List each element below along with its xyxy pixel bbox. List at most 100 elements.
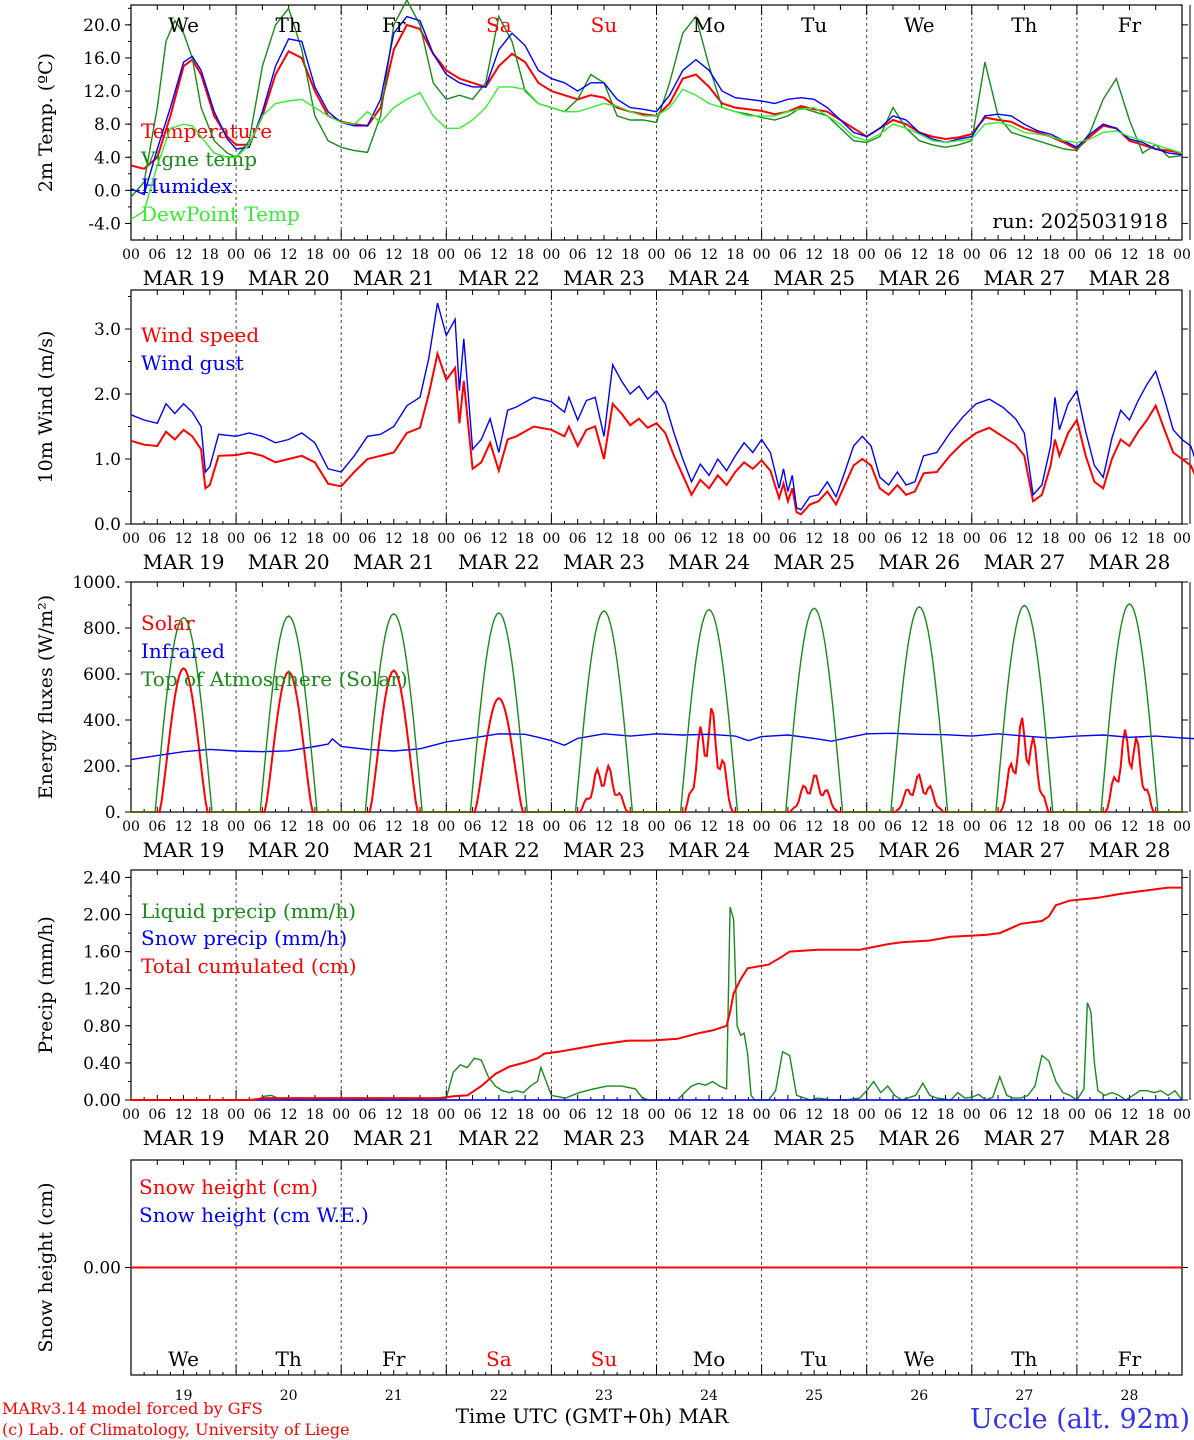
x-date-label: MAR 25 bbox=[773, 838, 855, 862]
x-hour-label: 18 bbox=[621, 531, 639, 547]
x-hour-label: 12 bbox=[175, 247, 193, 263]
x-hour-label: 06 bbox=[148, 247, 166, 263]
legend-entry: Snow height (cm W.E.) bbox=[139, 1203, 369, 1227]
weekday-label: We bbox=[904, 1347, 935, 1371]
x-hour-label: 06 bbox=[148, 1107, 166, 1123]
x-hour-label: 18 bbox=[937, 1107, 955, 1123]
y-axis-label: Precip (mm/h) bbox=[35, 916, 57, 1054]
x-hour-label: 00 bbox=[227, 531, 245, 547]
x-hour-label: 12 bbox=[910, 531, 928, 547]
x-hour-label: 12 bbox=[595, 819, 613, 835]
x-date-label: MAR 24 bbox=[668, 1126, 750, 1150]
legend-entry: Humidex bbox=[141, 174, 233, 198]
x-hour-label: 12 bbox=[175, 1107, 193, 1123]
x-date-label: MAR 21 bbox=[353, 266, 435, 290]
x-hour-label: 12 bbox=[280, 247, 298, 263]
x-hour-label: 06 bbox=[569, 1107, 587, 1123]
x-hour-label: 12 bbox=[700, 531, 718, 547]
weekday-label: Tu bbox=[801, 1347, 827, 1371]
y-tick-label: 4.0 bbox=[94, 148, 121, 168]
x-date-label: MAR 20 bbox=[248, 838, 330, 862]
x-hour-label: 18 bbox=[516, 819, 534, 835]
x-hour-label: 12 bbox=[910, 247, 928, 263]
x-hour-label: 06 bbox=[359, 247, 377, 263]
x-hour-label: 18 bbox=[621, 819, 639, 835]
legend-entry: Snow precip (mm/h) bbox=[141, 926, 347, 950]
x-hour-label: 12 bbox=[1015, 1107, 1033, 1123]
weekday-label: Mo bbox=[693, 1347, 726, 1371]
x-hour-label: 18 bbox=[201, 247, 219, 263]
y-axis-label: 2m Temp. (ºC) bbox=[35, 53, 57, 192]
x-date-label: MAR 19 bbox=[143, 1126, 225, 1150]
x-hour-label: 00 bbox=[753, 531, 771, 547]
day-number-label: 27 bbox=[1015, 1388, 1033, 1404]
x-hour-label: 18 bbox=[1147, 247, 1165, 263]
x-date-label: MAR 26 bbox=[878, 550, 960, 574]
y-tick-label: 0.00 bbox=[83, 1259, 121, 1279]
x-hour-label: 00 bbox=[227, 247, 245, 263]
y-tick-label: 600. bbox=[83, 665, 121, 685]
x-hour-label: 06 bbox=[464, 531, 482, 547]
x-hour-label: 12 bbox=[1121, 1107, 1139, 1123]
series-line bbox=[131, 886, 1182, 1101]
x-hour-label: 06 bbox=[674, 247, 692, 263]
x-hour-label: 00 bbox=[753, 247, 771, 263]
x-hour-label: 18 bbox=[832, 531, 850, 547]
y-tick-label: 0.0 bbox=[94, 515, 121, 535]
weekday-label: Th bbox=[1011, 13, 1037, 37]
x-hour-label: 18 bbox=[1042, 531, 1060, 547]
x-hour-label: 12 bbox=[1121, 819, 1139, 835]
x-hour-label: 06 bbox=[674, 531, 692, 547]
y-tick-label: 0.40 bbox=[83, 1054, 121, 1074]
x-date-label: MAR 26 bbox=[878, 266, 960, 290]
weekday-label: Th bbox=[276, 13, 302, 37]
x-date-label: MAR 24 bbox=[668, 550, 750, 574]
x-hour-label: 18 bbox=[516, 531, 534, 547]
x-hour-label: 06 bbox=[569, 247, 587, 263]
x-hour-label: 18 bbox=[516, 247, 534, 263]
y-tick-label: 8.0 bbox=[94, 115, 121, 135]
x-hour-label: 00 bbox=[437, 819, 455, 835]
x-hour-label: 12 bbox=[490, 819, 508, 835]
weekday-label: Fr bbox=[1118, 1347, 1142, 1371]
weekday-label: Tu bbox=[801, 13, 827, 37]
weekday-label: Sa bbox=[486, 1347, 512, 1371]
x-hour-label: 06 bbox=[674, 1107, 692, 1123]
x-hour-label: 18 bbox=[1147, 1107, 1165, 1123]
weekday-label: We bbox=[904, 13, 935, 37]
x-hour-label: 12 bbox=[175, 531, 193, 547]
x-hour-label: 00 bbox=[332, 247, 350, 263]
x-hour-label: 06 bbox=[359, 1107, 377, 1123]
x-hour-label: 06 bbox=[148, 531, 166, 547]
y-tick-label: 2.00 bbox=[83, 906, 121, 926]
series-line bbox=[131, 603, 1182, 813]
weekday-label: Mo bbox=[693, 13, 726, 37]
day-number-label: 24 bbox=[700, 1388, 718, 1404]
x-hour-label: 00 bbox=[122, 247, 140, 263]
x-hour-label: 12 bbox=[700, 819, 718, 835]
x-hour-label: 00 bbox=[437, 247, 455, 263]
x-date-label: MAR 19 bbox=[143, 838, 225, 862]
x-date-label: MAR 22 bbox=[458, 1126, 540, 1150]
y-tick-label: 0.80 bbox=[83, 1017, 121, 1037]
x-date-label: MAR 22 bbox=[458, 550, 540, 574]
x-hour-label: 00 bbox=[542, 819, 560, 835]
snow-panel: 0.00 Snow height (cm) Snow height (cm) Snow… bbox=[35, 1159, 1188, 1404]
weekday-label: Fr bbox=[1118, 13, 1142, 37]
footer-model-credit: MARv3.14 model forced by GFS bbox=[2, 1399, 263, 1418]
x-hour-label: 00 bbox=[122, 531, 140, 547]
x-hour-label: 18 bbox=[306, 819, 324, 835]
x-hour-label: 18 bbox=[1147, 531, 1165, 547]
x-hour-label: 00 bbox=[1173, 531, 1191, 547]
legend-entry: Liquid precip (mm/h) bbox=[141, 899, 356, 923]
x-hour-label: 18 bbox=[621, 247, 639, 263]
x-hour-label: 12 bbox=[1121, 531, 1139, 547]
y-tick-label: 400. bbox=[83, 711, 121, 731]
legend-entry: DewPoint Temp bbox=[141, 202, 300, 226]
y-tick-label: 0. bbox=[105, 803, 121, 823]
y-tick-label: 2.40 bbox=[83, 868, 121, 888]
x-hour-label: 12 bbox=[385, 247, 403, 263]
x-hour-label: 00 bbox=[332, 531, 350, 547]
x-hour-label: 06 bbox=[989, 1107, 1007, 1123]
weekday-label: Fr bbox=[382, 13, 406, 37]
